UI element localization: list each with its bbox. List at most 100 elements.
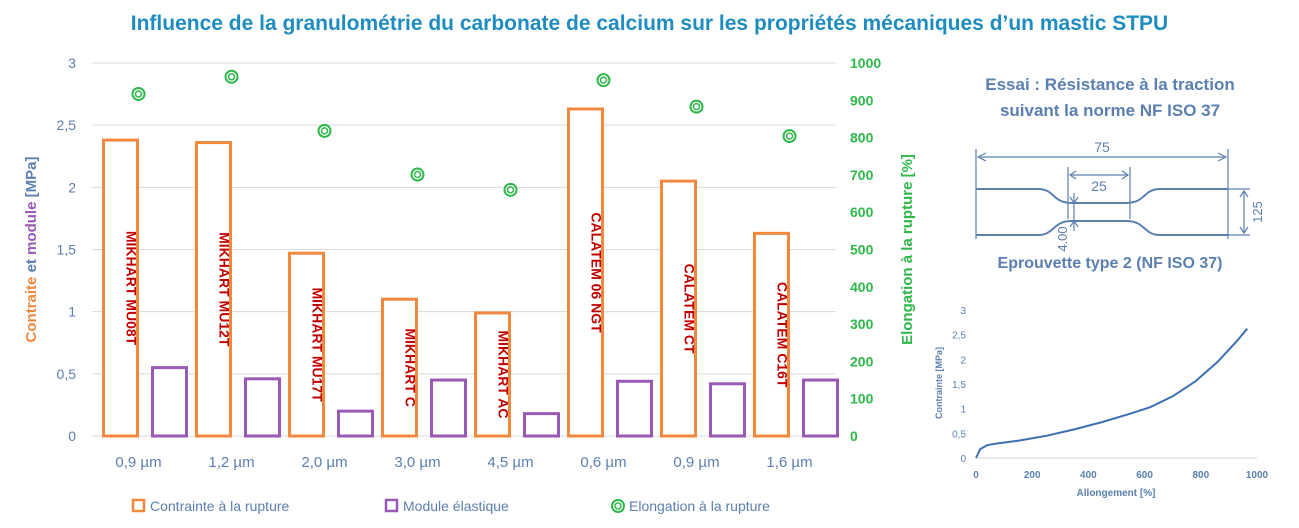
bar-product-label: MIKHART MU17T [310, 287, 326, 402]
y-axis-label-part: module [23, 202, 40, 255]
specimen-caption: Eprouvette type 2 (NF ISO 37) [997, 255, 1223, 272]
y-tick-label: 1 [68, 304, 76, 320]
legend-item: Contrainte à la rupture [131, 498, 290, 514]
legend-item: Module élastique [384, 498, 509, 514]
y2-tick-label: 300 [850, 316, 874, 332]
y2-axis-label: Elongation à la rupture [%] [899, 154, 916, 345]
y2-tick-label: 600 [850, 204, 874, 220]
y-tick-label: 0,5 [57, 366, 77, 382]
test-title: Essai : Résistance à la traction suivant… [925, 72, 1295, 124]
curve-x-tick-label: 0 [973, 470, 979, 481]
chart-title: Influence de la granulométrie du carbona… [130, 12, 1169, 35]
left-axis-ticks: 0 0,5 1 1,5 2 2,5 3 [57, 55, 77, 444]
elongation-points [131, 69, 797, 197]
y2-tick-label: 100 [850, 391, 874, 407]
x-axis-ticks: 0,9 µm 1,2 µm 2,0 µm 3,0 µm 4,5 µm 0,6 µm 0,9 … [115, 454, 812, 471]
bar-contrainte [381, 297, 418, 438]
legend-swatch [611, 499, 625, 513]
curve-x-tick-label: 1000 [1246, 470, 1269, 481]
y2-tick-label: 200 [850, 353, 874, 369]
bar-contrainte [195, 141, 232, 438]
bar-module [802, 378, 839, 438]
y-axis-label-part: [MPa] [23, 157, 40, 202]
bar-product-label: MIKHART C [403, 328, 419, 407]
bar-contrainte [660, 179, 697, 438]
legend-label: Elongation à la rupture [629, 498, 770, 514]
bar-product-label: CALATEM CT [682, 264, 698, 354]
dim-narrow-length: 25 [1091, 178, 1107, 194]
bar-module [616, 379, 653, 438]
bar-product-label: MIKHART MU12T [217, 232, 233, 347]
curve-y-tick-label: 2,5 [952, 331, 966, 342]
y-tick-label: 0 [68, 428, 76, 444]
curve-x-tick-label: 600 [1136, 470, 1153, 481]
point-elongation [689, 99, 704, 114]
y-axis-label-part: Contraite [23, 277, 40, 343]
stress-strain-chart: 0 0,5 1 1,5 2 2,5 3 0 200 400 600 800 1000 Allongem… [934, 306, 1269, 499]
bar-module [523, 412, 560, 438]
curve-y-tick-label: 1 [960, 405, 966, 416]
bar-contrainte [288, 251, 325, 438]
curve-x-label: Allongement [%] [1077, 488, 1156, 499]
x-tick-label: 3,0 µm [394, 454, 440, 471]
y2-tick-label: 400 [850, 279, 874, 295]
bar-product-label: MIKHART MU08T [124, 231, 140, 346]
y2-tick-label: 0 [850, 428, 858, 444]
y-tick-label: 2 [68, 179, 76, 195]
curve-x-tick-label: 800 [1192, 470, 1209, 481]
legend-swatch [384, 498, 399, 513]
bar-module [337, 409, 374, 438]
bar-contrainte [567, 107, 604, 438]
right-axis-ticks: 0 100 200 300 400 500 600 700 800 900 1000 [850, 55, 881, 444]
x-tick-label: 1,6 µm [766, 454, 812, 471]
x-tick-label: 4,5 µm [487, 454, 533, 471]
point-elongation [503, 182, 518, 197]
bar-product-label: MIKHART AC [496, 330, 512, 418]
x-tick-label: 2,0 µm [301, 454, 347, 471]
y-axis-label: Contraite et module [MPa] [23, 157, 40, 343]
y2-tick-label: 700 [850, 167, 874, 183]
legend-label: Contrainte à la rupture [150, 498, 290, 514]
legend-item: Elongation à la rupture [611, 498, 770, 514]
y2-tick-label: 800 [850, 130, 874, 146]
y2-tick-label: 500 [850, 242, 874, 258]
x-tick-label: 0,9 µm [673, 454, 719, 471]
point-elongation [131, 86, 146, 101]
bar-product-label: CALATEM 06 NGT [589, 212, 605, 333]
curve-y-tick-label: 0,5 [952, 429, 966, 440]
stress-strain-curve [975, 328, 1248, 459]
curve-y-tick-label: 2 [960, 355, 966, 366]
x-tick-label: 0,6 µm [580, 454, 626, 471]
dim-height: 125 [1250, 201, 1265, 223]
bars: MIKHART MU08T MIKHART MU12T MIKHART MU17T M… [102, 107, 839, 438]
main-chart: 0 0,5 1 1,5 2 2,5 3 0 100 200 300 400 500 600 700 800 9… [23, 55, 916, 514]
test-title-line2: suivant la norme NF ISO 37 [999, 101, 1221, 120]
y-tick-label: 3 [68, 55, 76, 71]
bar-product-label: CALATEM C16T [775, 282, 791, 388]
bar-contrainte [753, 231, 790, 438]
curve-y-tick-label: 1,5 [952, 380, 966, 391]
specimen-diagram: 75 25 125 4.00 [975, 139, 1265, 252]
point-elongation [782, 129, 797, 144]
bar-module [709, 382, 746, 438]
bar-contrainte [474, 311, 511, 438]
dim-total-length: 75 [1094, 139, 1110, 155]
point-elongation [410, 167, 425, 182]
curve-x-tick-label: 200 [1024, 470, 1041, 481]
x-tick-label: 0,9 µm [115, 454, 161, 471]
test-title-line1: Essai : Résistance à la traction [985, 75, 1235, 94]
specimen-outline-bottom [976, 220, 1228, 236]
curve-y-label: Contrainte [MPa] [934, 347, 944, 419]
bar-contrainte [102, 138, 139, 438]
y-tick-label: 1,5 [57, 242, 77, 258]
legend-swatch [131, 498, 146, 513]
bar-module [244, 377, 281, 438]
curve-y-tick-label: 3 [960, 306, 966, 317]
legend-label: Module élastique [403, 498, 509, 514]
y2-tick-label: 1000 [850, 55, 881, 71]
x-tick-label: 1,2 µm [208, 454, 254, 471]
legend: Contrainte à la rupture Module élastique E… [131, 498, 770, 514]
curve-y-ticks: 0 0,5 1 1,5 2 2,5 3 [952, 306, 966, 465]
specimen-outline-top [976, 188, 1228, 204]
y2-tick-label: 900 [850, 92, 874, 108]
